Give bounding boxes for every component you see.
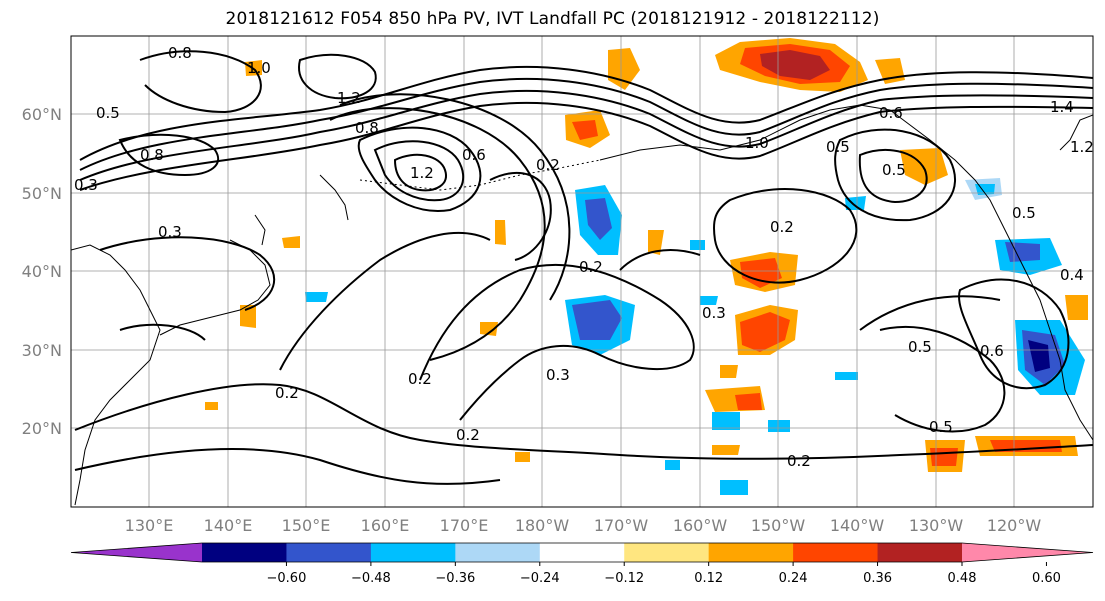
svg-text:0.5: 0.5 [929, 418, 953, 436]
colorbar-tick-label: 0.60 [1032, 571, 1061, 586]
colorbar-segment [286, 543, 372, 562]
colorbar-segment [370, 543, 456, 562]
colorbar-tick-label: 0.12 [694, 571, 723, 586]
svg-text:170°W: 170°W [594, 516, 649, 535]
svg-text:0.3: 0.3 [546, 366, 570, 384]
svg-text:0.2: 0.2 [536, 156, 560, 174]
svg-text:0.3: 0.3 [702, 304, 726, 322]
svg-text:130°E: 130°E [125, 516, 174, 535]
lon-labels: 130°E 140°E 150°E 160°E 170°E 180°W 170°… [125, 516, 1042, 535]
svg-text:0.3: 0.3 [74, 176, 98, 194]
svg-text:1.2: 1.2 [337, 89, 361, 107]
svg-text:180°W: 180°W [515, 516, 570, 535]
svg-text:0.8: 0.8 [140, 146, 164, 164]
colorbar-outline [70, 542, 1094, 563]
svg-text:1.4: 1.4 [1050, 98, 1074, 116]
svg-text:0.6: 0.6 [462, 146, 486, 164]
map-frame [70, 35, 1094, 508]
svg-text:0.5: 0.5 [1012, 204, 1036, 222]
colorbar-segment [877, 543, 963, 562]
svg-text:150°W: 150°W [751, 516, 806, 535]
svg-text:0.5: 0.5 [882, 161, 906, 179]
svg-text:130°W: 130°W [909, 516, 964, 535]
colorbar-tick-label: −0.60 [267, 571, 307, 586]
colorbar-tick-label: 0.48 [948, 571, 977, 586]
svg-text:40°N: 40°N [22, 262, 62, 281]
svg-text:0.5: 0.5 [826, 138, 850, 156]
map-title: 2018121612 F054 850 hPa PV, IVT Landfall… [225, 9, 880, 29]
svg-text:0.6: 0.6 [980, 342, 1004, 360]
colorbar-extend-min [71, 543, 202, 562]
svg-text:0.2: 0.2 [770, 218, 794, 236]
colorbar-tick-label: −0.36 [435, 571, 475, 586]
svg-text:120°W: 120°W [987, 516, 1042, 535]
ivt-contours [74, 50, 1093, 485]
colorbar-extend-max [962, 543, 1093, 562]
contour-labels: 0.8 1.0 1.2 0.8 0.5 0.3 0.8 1.2 0.6 0.2 … [74, 44, 1094, 470]
svg-text:0.2: 0.2 [408, 370, 432, 388]
colorbar-segment [708, 543, 794, 562]
svg-text:0.4: 0.4 [1060, 266, 1084, 284]
svg-text:0.2: 0.2 [787, 452, 811, 470]
svg-text:30°N: 30°N [22, 341, 62, 360]
colorbar-tick-label: −0.24 [520, 571, 560, 586]
colorbar: −0.60 −0.48 −0.36 −0.24 −0.12 0.12 0.24 0.36 0.4… [70, 542, 1094, 586]
svg-text:0.6: 0.6 [879, 104, 903, 122]
colorbar-segment [624, 543, 710, 562]
svg-text:0.8: 0.8 [355, 119, 379, 137]
lat-labels: 20°N 30°N 40°N 50°N 60°N [22, 105, 62, 438]
svg-text:160°E: 160°E [361, 516, 410, 535]
svg-text:160°W: 160°W [673, 516, 728, 535]
svg-text:0.2: 0.2 [275, 384, 299, 402]
svg-text:0.3: 0.3 [158, 223, 182, 241]
colorbar-tick-label: 0.36 [863, 571, 892, 586]
svg-text:50°N: 50°N [22, 184, 62, 203]
svg-text:20°N: 20°N [22, 419, 62, 438]
svg-text:0.5: 0.5 [908, 338, 932, 356]
colorbar-tick-label: −0.12 [604, 571, 644, 586]
colorbar-segment [539, 543, 625, 562]
colorbar-segment [455, 543, 541, 562]
svg-text:0.5: 0.5 [96, 104, 120, 122]
svg-text:0.8: 0.8 [168, 44, 192, 62]
colorbar-segment [202, 543, 287, 562]
svg-text:1.2: 1.2 [1070, 138, 1094, 156]
coastlines [71, 104, 1093, 506]
svg-text:1.2: 1.2 [410, 164, 434, 182]
svg-text:140°W: 140°W [830, 516, 885, 535]
colorbar-segment [793, 543, 879, 562]
svg-text:1.0: 1.0 [247, 59, 271, 77]
pv-anomaly-fill [205, 38, 1088, 495]
svg-text:0.2: 0.2 [579, 258, 603, 276]
svg-text:60°N: 60°N [22, 105, 62, 124]
svg-text:170°E: 170°E [440, 516, 489, 535]
colorbar-tick-label: 0.24 [779, 571, 808, 586]
map-content: 0.8 1.0 1.2 0.8 0.5 0.3 0.8 1.2 0.6 0.2 … [71, 36, 1094, 507]
svg-text:150°E: 150°E [282, 516, 331, 535]
colorbar-tick-label: −0.48 [351, 571, 391, 586]
svg-text:1.0: 1.0 [745, 134, 769, 152]
svg-text:0.2: 0.2 [456, 426, 480, 444]
svg-text:140°E: 140°E [204, 516, 253, 535]
